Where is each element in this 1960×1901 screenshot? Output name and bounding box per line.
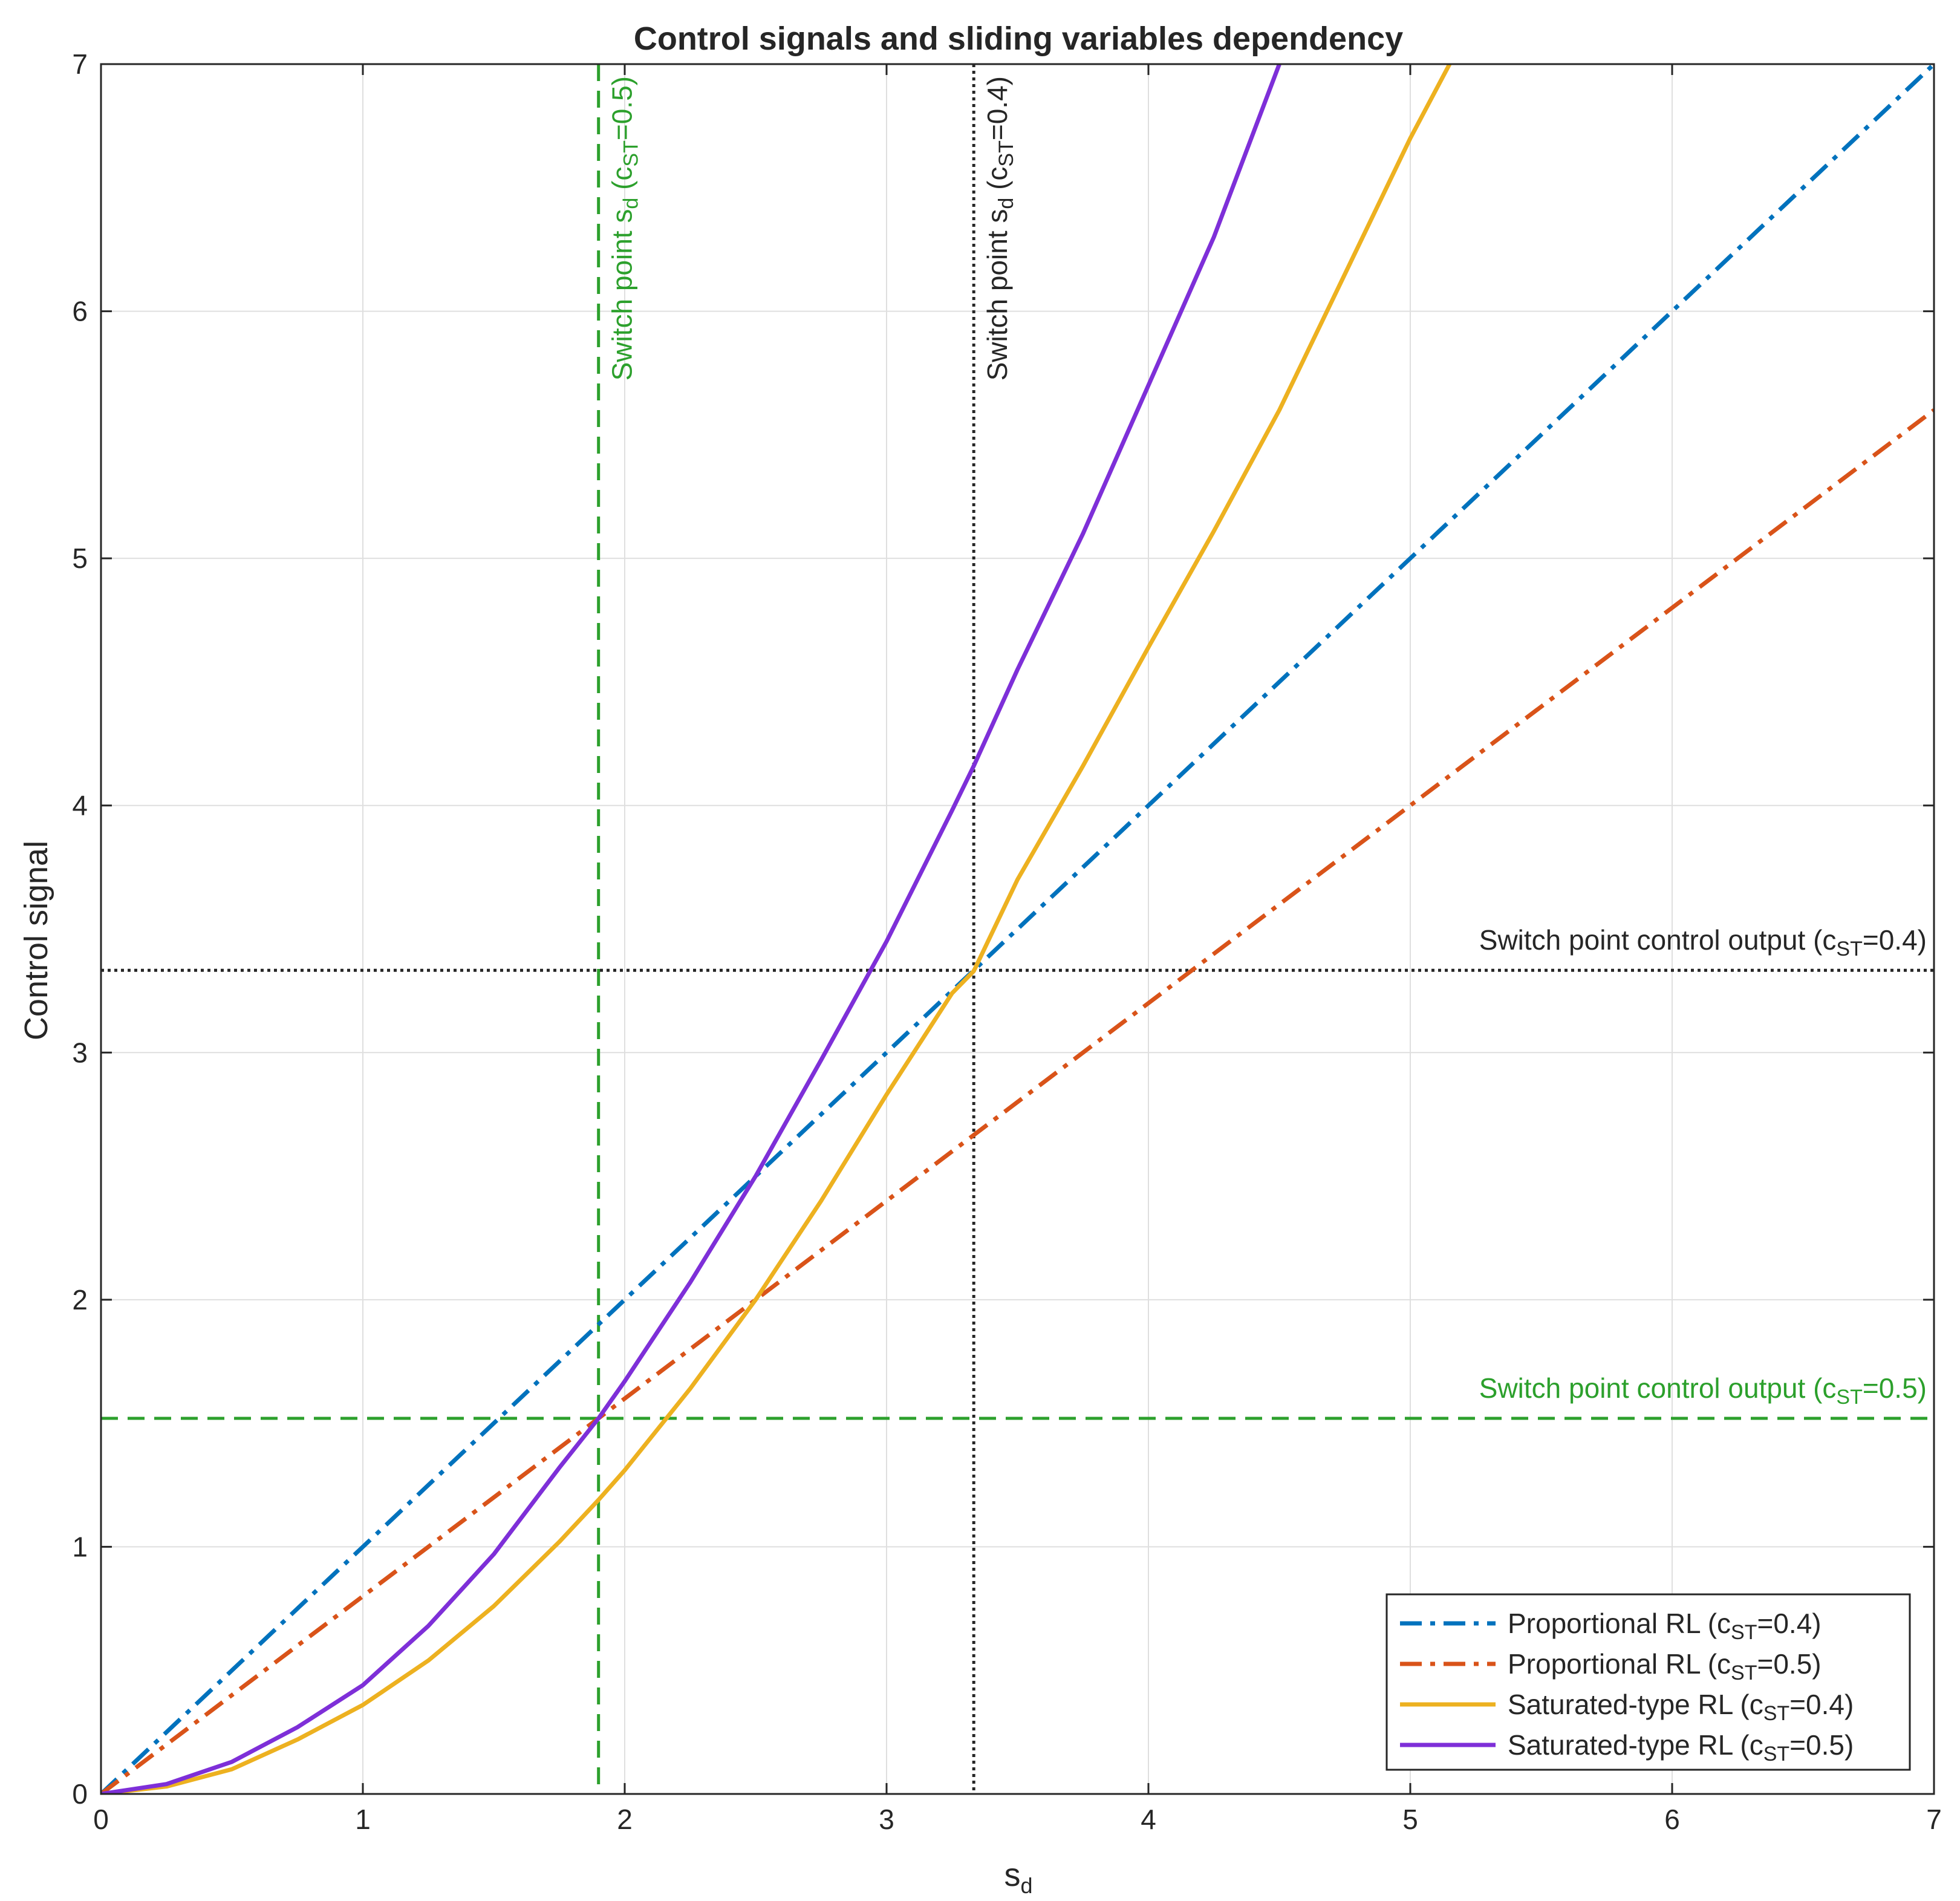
x-tick-label: 2 — [617, 1804, 633, 1835]
reference-line-labels: Switch point sd (cST=0.5) Switch point sd… — [607, 76, 1927, 1409]
axis-ticks: 0 1 2 3 4 5 6 7 0 1 2 3 4 5 6 7 — [72, 48, 1941, 1835]
y-axis-label: Control signal — [18, 841, 54, 1040]
switch-point-output-label: Switch point control output (cST=0.5) — [1479, 1372, 1927, 1409]
plot-frame — [100, 63, 1935, 1795]
x-tick-label: 3 — [879, 1804, 894, 1835]
switch-point-output-label: Switch point control output (cST=0.4) — [1479, 924, 1927, 960]
x-tick-label: 6 — [1664, 1804, 1680, 1835]
x-axis-label: sd — [1004, 1857, 1032, 1898]
y-tick-label: 5 — [72, 543, 88, 574]
y-tick-label: 6 — [72, 296, 88, 327]
series-line-2 — [101, 408, 1934, 1794]
x-tick-label: 0 — [93, 1804, 109, 1835]
series-line-3 — [101, 64, 1452, 1794]
chart-title: Control signals and sliding variables de… — [634, 21, 1403, 57]
legend-label: Proportional RL (cST=0.5) — [1508, 1648, 1822, 1684]
series-line-1 — [101, 64, 1934, 1794]
series-lines — [101, 64, 1934, 1794]
legend: Proportional RL (cST=0.4) Proportional RL… — [1385, 1593, 1911, 1771]
legend-label: Saturated-type RL (cST=0.5) — [1508, 1729, 1854, 1766]
reference-lines — [101, 64, 1934, 1794]
x-tick-label: 4 — [1141, 1804, 1156, 1835]
switch-point-sd-label: Switch point sd (cST=0.5) — [607, 76, 643, 380]
x-tick-label: 5 — [1402, 1804, 1418, 1835]
y-tick-label: 7 — [72, 48, 88, 80]
switch-point-sd-label: Switch point sd (cST=0.4) — [982, 76, 1018, 380]
y-tick-label: 0 — [72, 1778, 88, 1810]
legend-label: Saturated-type RL (cST=0.4) — [1508, 1689, 1854, 1725]
y-tick-label: 4 — [72, 790, 88, 821]
series-line-4 — [101, 64, 1281, 1794]
grid — [101, 64, 1934, 1794]
y-tick-label: 2 — [72, 1284, 88, 1316]
y-tick-label: 1 — [72, 1531, 88, 1562]
x-tick-label: 1 — [355, 1804, 371, 1835]
y-tick-label: 3 — [72, 1037, 88, 1068]
legend-label: Proportional RL (cST=0.4) — [1508, 1608, 1822, 1644]
x-tick-label: 7 — [1926, 1804, 1942, 1835]
